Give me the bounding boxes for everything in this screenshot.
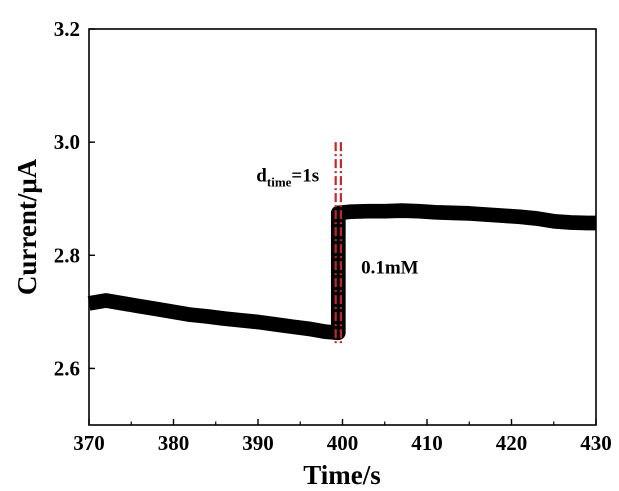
y-tick-label: 2.8 <box>54 243 80 267</box>
x-tick-label: 420 <box>496 431 528 455</box>
y-axis-title: Current/μA <box>12 158 42 295</box>
y-tick-label: 3.2 <box>54 17 80 41</box>
x-tick-label: 380 <box>158 431 190 455</box>
x-tick-label: 390 <box>242 431 274 455</box>
annotation-label: 0.1mM <box>361 257 419 278</box>
x-tick-label: 400 <box>327 431 359 455</box>
series-line-0 <box>87 203 596 341</box>
x-axis-title: Time/s <box>303 460 381 490</box>
annotation-label: dtime=1s <box>256 166 319 190</box>
y-tick-label: 3.0 <box>54 130 80 154</box>
x-tick-label: 410 <box>411 431 443 455</box>
x-tick-label: 430 <box>580 431 612 455</box>
x-tick-label: 370 <box>73 431 105 455</box>
y-tick-label: 2.6 <box>54 356 80 380</box>
